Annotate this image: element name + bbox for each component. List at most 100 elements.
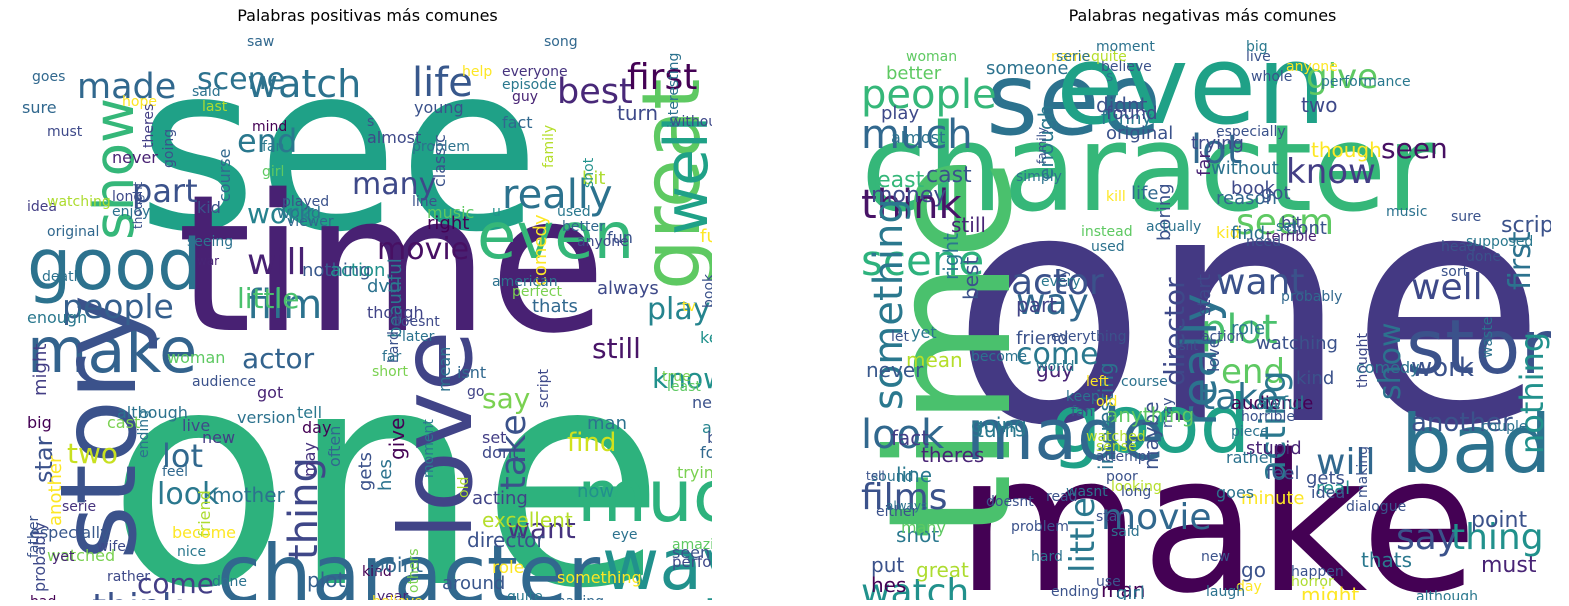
cloud-word: others <box>406 548 422 593</box>
cloud-word: watch <box>247 62 362 106</box>
cloud-word: watched <box>47 546 116 565</box>
cloud-word: lot <box>1191 127 1243 173</box>
cloud-word: want <box>1216 262 1305 303</box>
cloud-word: turn <box>617 101 659 125</box>
cloud-word: made <box>77 67 177 107</box>
cloud-word: take <box>1201 377 1279 418</box>
cloud-word: name <box>1051 49 1091 65</box>
cloud-word: dvd <box>367 276 401 297</box>
cloud-word: bit <box>1281 213 1302 232</box>
cloud-word: set <box>1276 219 1298 235</box>
cloud-word: serie <box>62 499 97 515</box>
cloud-word: fun <box>607 228 633 247</box>
cloud-word: plot <box>307 568 346 592</box>
cloud-word: funny <box>700 226 712 247</box>
cloud-word: audience <box>1231 393 1314 414</box>
cloud-word: nothing <box>1513 331 1551 454</box>
cloud-word: real <box>1316 478 1351 499</box>
cloud-word: course <box>1121 374 1168 390</box>
cloud-word: watch <box>861 572 970 601</box>
cloud-word: though <box>1311 138 1382 162</box>
cloud-word: friend <box>1016 328 1069 349</box>
cloud-word: kind <box>1296 368 1335 389</box>
cloud-word: scene <box>861 236 985 285</box>
cloud-word: moment <box>421 419 437 478</box>
cloud-word: make <box>956 414 1478 601</box>
cloud-word: interesting <box>666 52 682 128</box>
cloud-word: often <box>325 425 344 467</box>
cloud-word: done <box>212 574 247 590</box>
cloud-word: almost <box>891 128 946 147</box>
cloud-word: someone <box>986 58 1069 79</box>
cloud-word: short <box>372 364 408 380</box>
cloud-word: said <box>1111 524 1140 540</box>
cloud-word: know <box>652 362 712 395</box>
cloud-word: dont <box>1286 218 1327 239</box>
cloud-word: really <box>502 172 613 218</box>
cloud-word: viewer <box>287 214 334 230</box>
cloud-word: day <box>1236 579 1262 595</box>
positive-wordcloud-panel: Palabras positivas más comunes one see tim… <box>0 0 735 606</box>
cloud-word: poor <box>1106 469 1138 485</box>
cloud-word: give <box>1306 57 1379 97</box>
cloud-word: quite <box>507 589 543 600</box>
cloud-word: mother <box>212 483 285 507</box>
cloud-word: father <box>26 515 42 558</box>
cloud-word: better <box>886 63 942 84</box>
cloud-word: couple <box>1481 419 1528 435</box>
cloud-word: rather <box>1226 448 1276 467</box>
cloud-word: come <box>137 567 215 600</box>
cloud-word: although <box>117 403 188 422</box>
cloud-word: waste <box>1480 316 1496 358</box>
cloud-word: goes <box>32 69 66 85</box>
cloud-word: two <box>67 437 119 470</box>
cloud-word: bad <box>1401 398 1551 491</box>
cloud-word: though <box>367 303 424 322</box>
cloud-word: performance <box>1321 74 1411 90</box>
cloud-word: good <box>27 224 202 306</box>
cloud-word: fact <box>891 426 930 450</box>
wordcloud: onemakecharacterseeeventimegoodbadstorym… <box>851 30 1551 600</box>
cloud-word: course <box>215 148 234 202</box>
cloud-word: time <box>177 154 607 375</box>
cloud-word: moment <box>1096 39 1155 55</box>
cloud-word: feel <box>162 464 189 480</box>
cloud-word: music <box>1386 204 1428 220</box>
cloud-word: people <box>861 72 997 118</box>
cloud-word: version <box>237 408 296 427</box>
cloud-word: kid <box>197 198 221 217</box>
cloud-word: anything <box>1106 403 1195 427</box>
cloud-word: girl <box>262 164 285 180</box>
cloud-word: films <box>861 477 948 518</box>
cloud-word: let <box>891 329 909 345</box>
cloud-word: rather <box>107 569 151 585</box>
cloud-word: movie <box>1101 497 1212 538</box>
cloud-word: now <box>577 481 615 502</box>
cloud-word: think <box>861 182 962 228</box>
cloud-word: sense <box>1096 439 1137 455</box>
cloud-word: new <box>1201 549 1230 565</box>
cloud-word: will <box>1316 442 1376 483</box>
cloud-word: one <box>951 124 1547 496</box>
cloud-word: enjoy <box>112 204 151 220</box>
cloud-word: american <box>492 274 558 290</box>
cloud-word: director <box>467 528 545 552</box>
cloud-word: never <box>866 358 924 382</box>
cloud-word: fan <box>1071 404 1094 420</box>
cloud-word: life <box>412 60 473 106</box>
cloud-word: seeing <box>187 234 234 250</box>
cloud-word: part <box>1016 293 1058 317</box>
cloud-word: best <box>557 72 633 112</box>
cloud-word: nice <box>177 544 207 560</box>
cloud-word: especially <box>1216 124 1286 140</box>
cloud-word: attempt <box>1096 449 1153 465</box>
cloud-word: lot <box>162 437 204 475</box>
cloud-word: tell <box>866 469 885 483</box>
cloud-word: gets <box>355 452 376 491</box>
cloud-word: thats <box>1361 548 1413 572</box>
cloud-word: well <box>1411 267 1483 308</box>
cloud-word: many <box>901 518 946 537</box>
cloud-word: kill <box>1106 189 1126 205</box>
cloud-word: laugh <box>1206 584 1246 600</box>
cloud-word: turn <box>976 418 1018 442</box>
